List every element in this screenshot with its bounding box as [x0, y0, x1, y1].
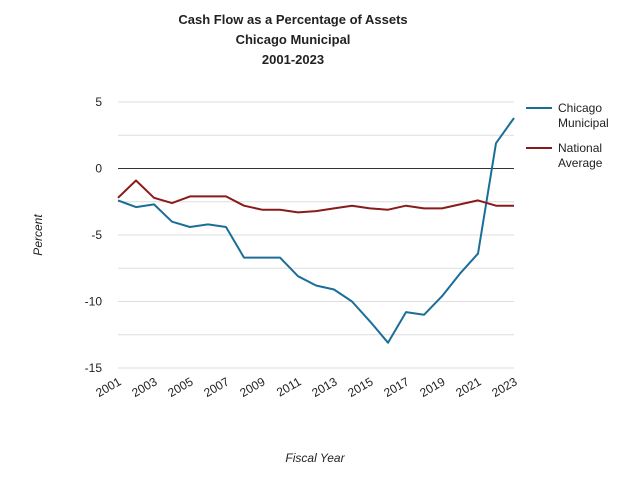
legend-label: Average: [558, 156, 603, 170]
x-tick-label: 2023: [489, 374, 519, 400]
y-tick-label: -5: [91, 228, 102, 242]
y-axis-ticks: 5 0 -5 -10 -15: [85, 95, 103, 375]
gridlines: [118, 101, 514, 369]
chart-title-line-1: Cash Flow as a Percentage of Assets: [178, 12, 407, 27]
x-axis-ticks: 2001 2003 2005 2007 2009 2011 2013 2015 2017 2019…: [93, 374, 519, 400]
x-tick-label: 2003: [129, 374, 159, 400]
x-axis-label: Fiscal Year: [285, 451, 345, 465]
chart-title-line-3: 2001-2023: [262, 52, 324, 67]
y-axis-label: Percent: [31, 214, 45, 256]
x-tick-label: 2009: [237, 374, 267, 400]
x-tick-label: 2013: [309, 374, 339, 400]
x-tick-label: 2001: [93, 374, 123, 400]
y-tick-label: 0: [95, 162, 102, 176]
x-tick-label: 2011: [274, 374, 304, 399]
series-lines: [117, 117, 515, 344]
chart-title-line-2: Chicago Municipal: [236, 32, 351, 47]
x-tick-label: 2019: [417, 374, 447, 400]
y-tick-label: 5: [95, 95, 102, 109]
x-tick-label: 2007: [201, 374, 231, 400]
y-tick-label: -15: [85, 361, 103, 375]
y-tick-label: -10: [85, 295, 103, 309]
legend-label: Municipal: [558, 116, 609, 130]
legend-label: Chicago: [558, 101, 602, 115]
series-line-national-average: [117, 179, 514, 214]
legend-label: National: [558, 141, 602, 155]
series-line-chicago-municipal: [117, 117, 515, 344]
x-tick-label: 2021: [453, 374, 483, 400]
chart-title: Cash Flow as a Percentage of Assets Chic…: [178, 12, 407, 67]
x-tick-label: 2017: [381, 374, 411, 400]
x-tick-label: 2015: [345, 374, 375, 400]
x-tick-label: 2005: [165, 374, 195, 400]
